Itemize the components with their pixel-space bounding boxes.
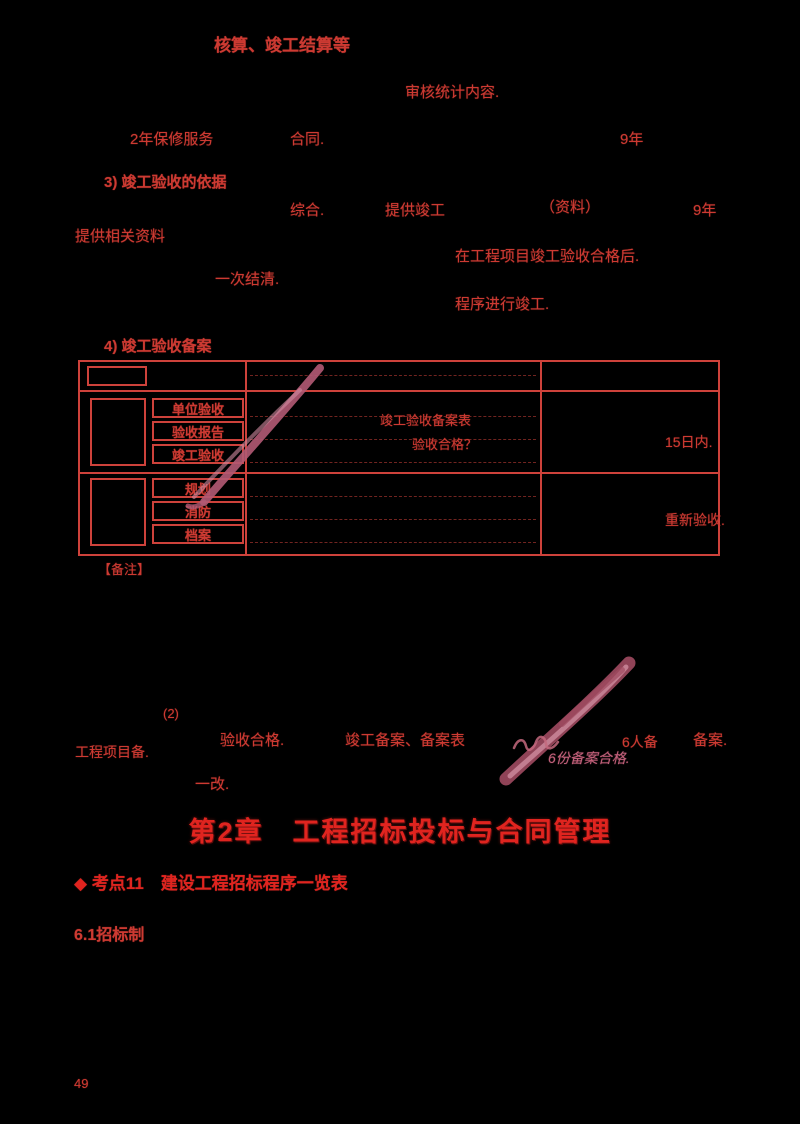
table-row-label: 规划 (152, 478, 244, 498)
table-leader-line (250, 462, 536, 463)
table-leader-line (250, 496, 536, 497)
text-service-right: 9年 (620, 131, 644, 148)
pen-stroke-swoosh-2 (559, 667, 625, 727)
text-pass-line: 在工程项目竣工验收合格后. (455, 248, 640, 265)
text-acc-right1: 6人备 (622, 734, 658, 750)
text-procedure: 程序进行竣工. (455, 296, 550, 313)
text-acc-pass: 验收合格. (220, 732, 285, 749)
kaodian-line: ◆ 考点11 建设工程招标程序一览表 (74, 874, 348, 894)
page-number: 49 (74, 1076, 89, 1091)
table-leader-line (250, 542, 536, 543)
section-subhead: 6.1招标制 (74, 927, 145, 944)
text-service-left: 2年保修服务 (130, 131, 214, 148)
text-sub2: (2) (163, 706, 179, 721)
text-bracket-note: 【备注】 (98, 562, 151, 577)
table-row-label: 档案 (152, 524, 244, 544)
text-acc-record: 竣工备案、备案表 (345, 732, 466, 749)
text-project-line: 工程项目备. (75, 744, 149, 760)
table-row-label: 消防 (152, 501, 244, 521)
text-dash: 一改. (195, 776, 230, 793)
text-settlement: 核算、竣工结算等 (214, 36, 350, 55)
text-service-mid: 合同. (290, 131, 325, 148)
table-header-leader (250, 375, 536, 376)
acceptance-table: 单位验收 验收报告 竣工验收 规划 消防 档案 竣工验收备案表 验收合格？ 15… (78, 360, 725, 556)
text-basis-c: （资料） (540, 199, 601, 216)
table-right-value-1: 15日内. (665, 434, 713, 450)
text-settle: 一次结清. (215, 271, 280, 288)
pen-scribble (512, 735, 560, 752)
table-leader-line (250, 416, 536, 417)
table-vline (540, 362, 542, 554)
table-header-line (80, 390, 718, 392)
text-basis-a: 综合. (290, 202, 325, 219)
table-row-label: 验收报告 (152, 421, 244, 441)
table-note-record-form: 竣工验收备案表 (380, 413, 472, 428)
heading-acceptance-record: 4) 竣工验收备案 (104, 338, 212, 355)
kaodian-text: 考点11 建设工程招标程序一览表 (91, 874, 348, 893)
table-side-box-1 (90, 398, 146, 466)
text-material: 提供相关资料 (75, 228, 166, 245)
table-right-value-2: 重新验收. (665, 512, 725, 528)
chapter-title: 第2章 工程招标投标与合同管理 (188, 817, 612, 847)
heading-acceptance-basis: 3) 竣工验收的依据 (104, 174, 227, 191)
table-row-label: 单位验收 (152, 398, 244, 418)
table-header-box (87, 366, 147, 386)
handwriting-note: 6份备案合格. (548, 750, 630, 766)
table-leader-line (250, 519, 536, 520)
text-basis-b: 提供竣工 (385, 202, 446, 219)
table-group-divider (80, 472, 718, 474)
table-row-label: 竣工验收 (152, 444, 244, 464)
table-leader-line (250, 439, 536, 440)
text-basis-d: 9年 (693, 202, 717, 219)
table-note-pass: 验收合格？ (412, 437, 478, 452)
table-side-box-2 (90, 478, 146, 546)
text-audit: 审核统计内容. (405, 84, 500, 101)
text-acc-right2: 备案. (693, 732, 728, 749)
diamond-icon: ◆ (74, 874, 88, 893)
